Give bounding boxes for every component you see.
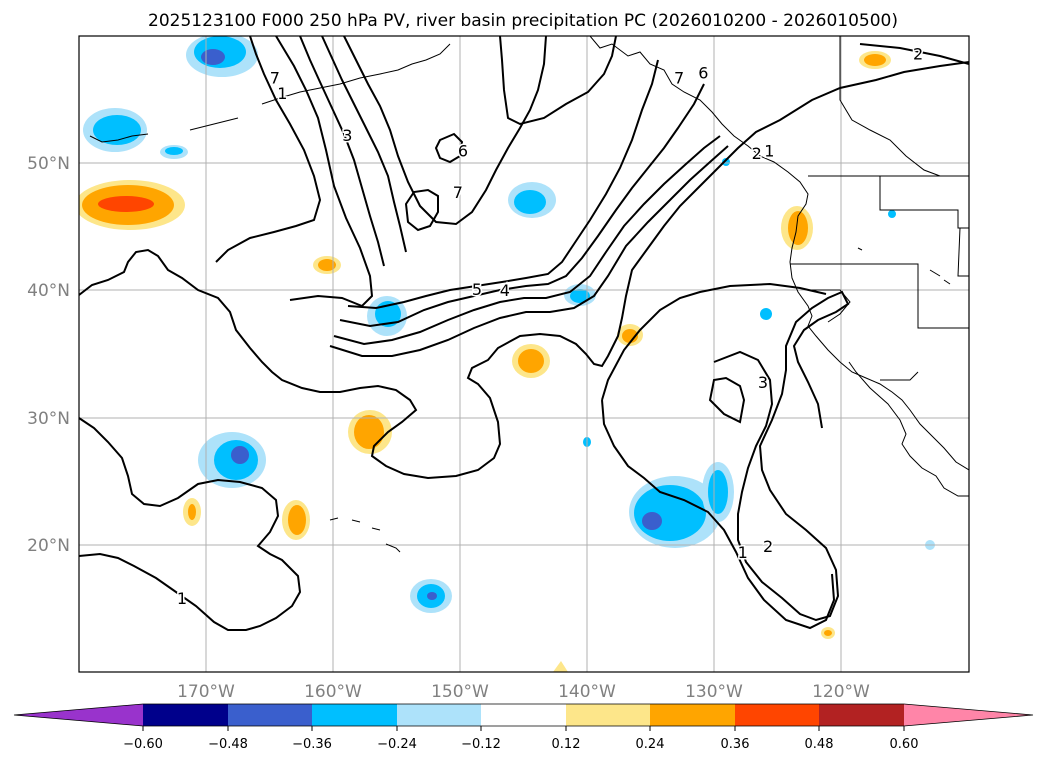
- pv-contour-label: 7: [270, 69, 280, 88]
- colorbar-tick-label: 0.48: [805, 737, 834, 752]
- pv-contour-label: 1: [764, 141, 774, 160]
- colorbar-tick-label: 0.24: [636, 737, 665, 752]
- pv-contour-label: 3: [758, 373, 768, 392]
- lon-tick-label: 140°W: [558, 682, 616, 702]
- map-frame: [78, 35, 970, 673]
- coastlines: [89, 36, 969, 553]
- lat-tick-label: 40°N: [27, 281, 70, 301]
- chart-title: 2025123100 F000 250 hPa PV, river basin …: [148, 11, 898, 31]
- lat-tick-label: 20°N: [27, 536, 70, 556]
- pv-contour-label: 2: [752, 144, 762, 163]
- colorbar-tick-label: −0.60: [123, 737, 163, 752]
- colorbar-segment: [312, 704, 397, 726]
- pv-contour-4: [329, 145, 729, 357]
- colorbar-tick-label: −0.12: [461, 737, 501, 752]
- colorbar-tick-label: −0.24: [377, 737, 417, 752]
- colorbar-extend-low: [14, 704, 143, 726]
- pv-contour-label: 4: [500, 281, 510, 300]
- colorbar-tick-label: −0.36: [292, 737, 332, 752]
- pv-contour-ne: [859, 43, 969, 65]
- pv-contour-3: [275, 36, 374, 308]
- pv-contours: [79, 36, 969, 631]
- pv-contour-tight-2: [321, 36, 407, 253]
- lon-tick-label: 160°W: [304, 682, 362, 702]
- pv-contour-label: 6: [698, 64, 708, 83]
- colorbar-segment: [143, 704, 228, 726]
- pv-contour-1-east: [713, 290, 850, 622]
- pv-contour-1-west: [79, 61, 969, 480]
- pv-contour-loop-7: [404, 188, 439, 232]
- colorbar-segment: [481, 704, 566, 726]
- pv-contour-label: 7: [453, 183, 463, 202]
- colorbar-segment: [819, 704, 904, 726]
- pv-contour-tight-3: [343, 36, 547, 226]
- pv-contour-label: 3: [342, 126, 352, 145]
- colorbar: [13, 703, 1034, 727]
- pv-contour-7: [347, 59, 659, 310]
- pv-contour-label: 2: [913, 45, 923, 64]
- lon-tick-label: 120°W: [812, 682, 870, 702]
- pv-contour-north: [499, 36, 617, 126]
- lat-tick-label: 50°N: [27, 154, 70, 174]
- colorbar-tick-label: 0.36: [721, 737, 750, 752]
- pv-contour-5: [333, 135, 721, 346]
- colorbar-segment: [566, 704, 650, 726]
- colorbar-segment: [397, 704, 481, 726]
- pv-contour-loop-6: [434, 132, 464, 164]
- pv-contour-label: 1: [177, 589, 187, 608]
- colorbar-segment: [650, 704, 735, 726]
- colorbar-tick-label: −0.48: [208, 737, 248, 752]
- lon-tick-label: 170°W: [177, 682, 235, 702]
- colorbar-tick-label: 0.12: [552, 737, 581, 752]
- pv-contour-1-loop: [708, 376, 746, 424]
- pv-contour-tight-1: [299, 36, 385, 267]
- pv-contour-label: 5: [472, 280, 482, 299]
- colorbar-segment: [735, 704, 819, 726]
- pv-contour-1-big: [601, 282, 827, 401]
- lon-tick-label: 130°W: [685, 682, 743, 702]
- pv-contour-6: [339, 83, 705, 328]
- pv-contour-label: 1: [277, 84, 287, 103]
- pv-contour-label: 2: [763, 537, 773, 556]
- pv-contour-1-lower: [601, 399, 836, 630]
- lat-tick-label: 30°N: [27, 409, 70, 429]
- colorbar-ticks: −0.60 −0.48 −0.36 −0.24 −0.12 0.12 0.24 …: [123, 726, 918, 752]
- pv-contour-label: 1: [738, 543, 748, 562]
- lon-tick-label: 150°W: [431, 682, 489, 702]
- lat-tick-labels: 20°N 30°N 40°N 50°N: [27, 154, 70, 556]
- pv-contour-1-south: [79, 417, 302, 631]
- colorbar-segment: [228, 704, 312, 726]
- pv-contour-label: 7: [674, 69, 684, 88]
- colorbar-tick-label: 0.60: [890, 737, 919, 752]
- colorbar-extend-high: [904, 704, 1033, 726]
- pv-contour-2: [215, 36, 322, 263]
- pv-contour-label: 6: [458, 141, 468, 160]
- lon-tick-labels: 170°W 160°W 150°W 140°W 130°W 120°W: [177, 682, 870, 702]
